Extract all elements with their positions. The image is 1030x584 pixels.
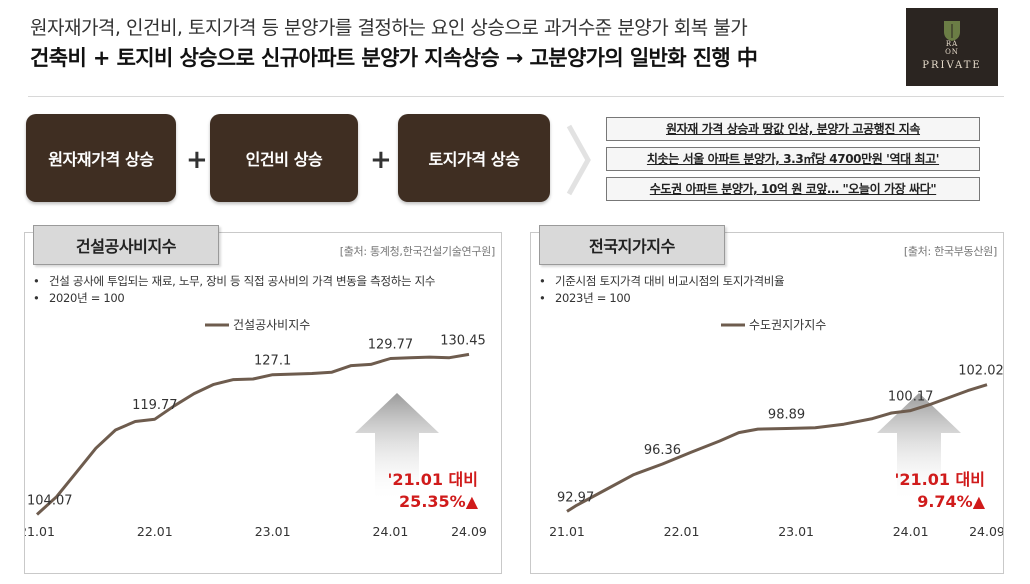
data-label: 129.77 xyxy=(368,338,414,353)
x-tick-label: 21.01 xyxy=(25,524,55,539)
x-tick-label: 23.01 xyxy=(255,524,291,539)
description-item: 건설 공사에 투입되는 재료, 노무, 장비 등 직접 공사비의 가격 변동을 … xyxy=(33,273,436,290)
up-arrow-shape xyxy=(355,393,439,503)
legend-label: 건설공사비지수 xyxy=(233,318,310,332)
description-list: 건설 공사에 투입되는 재료, 노무, 장비 등 직접 공사비의 가격 변동을 … xyxy=(33,273,436,307)
plus-sign: + xyxy=(186,145,208,175)
legend-label: 수도권지가지수 xyxy=(749,318,826,332)
x-tick-label: 24.01 xyxy=(893,524,929,539)
x-tick-label: 24.09 xyxy=(969,524,1003,539)
factor-box-materials: 원자재가격 상승 xyxy=(26,114,176,202)
x-tick-label: 21.01 xyxy=(549,524,585,539)
plus-sign: + xyxy=(370,145,392,175)
series-line xyxy=(566,383,988,513)
news-headline: 수도권 아파트 분양가, 10억 원 코앞… "오늘이 가장 싸다" xyxy=(606,177,980,201)
data-label: 119.77 xyxy=(132,398,178,413)
highlight-value: 25.35%▲ xyxy=(399,492,479,511)
chart-panel-construction: 건설공사비지수 [출처: 통계청,한국건설기술연구원] 건설 공사에 투입되는 … xyxy=(24,225,502,574)
logo-wordmark: PRIVATE xyxy=(922,60,982,71)
page-subtitle: 원자재가격, 인건비, 토지가격 등 분양가를 결정하는 요인 상승으로 과거수… xyxy=(30,17,748,39)
description-item: 기준시점 토지가격 대비 비교시점의 토지가격비율 xyxy=(539,273,785,290)
description-item: 2023년 = 100 xyxy=(539,290,784,307)
page-title: 건축비 + 토지비 상승으로 신규아파트 분양가 지속상승 → 고분양가의 일반… xyxy=(30,46,758,70)
panel-title: 전국지가지수 xyxy=(539,225,725,265)
up-arrow-shape xyxy=(877,393,961,503)
description-item: 2020년 = 100 xyxy=(33,290,435,307)
x-tick-label: 22.01 xyxy=(664,524,700,539)
chart-panel-land: 전국지가지수 [출처: 한국부동산원] 기준시점 토지가격 대비 비교시점의 토… xyxy=(530,225,1004,574)
news-headline: 치솟는 서울 아파트 분양가, 3.3㎡당 4700만원 '역대 최고' xyxy=(606,147,980,171)
data-label: 98.89 xyxy=(768,408,805,423)
factor-box-labor: 인건비 상승 xyxy=(210,114,358,202)
highlight-value: 9.74%▲ xyxy=(917,492,986,511)
news-headline: 원자재 가격 상승과 땅값 인상, 분양가 고공행진 지속 xyxy=(606,117,980,141)
data-label: 130.45 xyxy=(440,333,486,348)
x-tick-label: 24.09 xyxy=(451,524,487,539)
panel-title: 건설공사비지수 xyxy=(33,225,219,265)
line-chart: 건설공사비지수 104.07 119.77 127.1 129.77 130.45 21.0… xyxy=(25,318,487,539)
x-tick-label: 22.01 xyxy=(137,524,173,539)
header-divider xyxy=(28,96,1004,97)
series-line xyxy=(35,352,470,516)
description-list: 기준시점 토지가격 대비 비교시점의 토지가격비율 2023년 = 100 xyxy=(539,273,785,307)
x-tick-label: 24.01 xyxy=(373,524,409,539)
highlight-label: '21.01 대비 xyxy=(894,470,985,489)
data-label: 92.97 xyxy=(557,490,594,505)
up-arrow-icon xyxy=(877,393,961,503)
shield-icon xyxy=(944,21,960,41)
factor-box-land: 토지가격 상승 xyxy=(398,114,550,202)
data-label: 100.17 xyxy=(888,390,934,405)
data-label: 96.36 xyxy=(644,443,681,458)
source-note: [출처: 한국부동산원] xyxy=(903,245,997,258)
data-label: 127.1 xyxy=(254,354,291,369)
data-label: 104.07 xyxy=(27,494,73,509)
up-arrow-icon xyxy=(355,393,439,503)
logo-mark: RA ON xyxy=(945,40,959,56)
x-tick-label: 23.01 xyxy=(778,524,814,539)
brand-logo: RA ON PRIVATE xyxy=(906,8,998,86)
source-note: [출처: 통계청,한국건설기술연구원] xyxy=(339,245,496,258)
line-chart: 수도권지가지수 92.97 96.36 98.89 100.17 102.02 21.01 2… xyxy=(549,318,1003,539)
chevron-right-icon xyxy=(566,124,591,196)
highlight-label: '21.01 대비 xyxy=(387,470,478,489)
header: 원자재가격, 인건비, 토지가격 등 분양가를 결정하는 요인 상승으로 과거수… xyxy=(30,14,890,74)
data-label: 102.02 xyxy=(958,364,1003,379)
